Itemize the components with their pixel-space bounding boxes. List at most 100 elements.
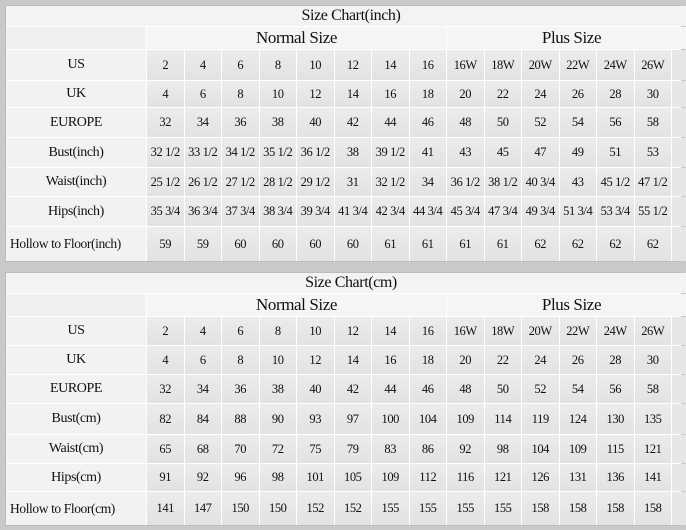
size-cell: 147 — [184, 492, 221, 525]
size-cell: 115 — [597, 435, 634, 463]
size-cell: 26 1/2 — [184, 168, 221, 196]
size-cell: 12 — [297, 81, 334, 107]
size-cell: 38 3/4 — [259, 197, 296, 226]
size-cell: 48 — [447, 375, 484, 403]
size-cell: 6 — [222, 317, 259, 345]
size-cell: 26W — [634, 50, 671, 80]
row-label: US — [6, 50, 146, 80]
size-cell: 46 — [409, 108, 446, 137]
size-cell: 4 — [184, 50, 221, 80]
size-cell: 35 1/2 — [259, 138, 296, 167]
size-cell: 47 1/2 — [634, 168, 671, 196]
size-cell: 61 — [409, 227, 446, 261]
size-cell: 152 — [334, 492, 371, 525]
size-cell: 104 — [409, 404, 446, 434]
size-cell: 10 — [259, 346, 296, 374]
size-cell: 158 — [559, 492, 596, 525]
size-cell: 59 — [184, 227, 221, 261]
size-cell: 155 — [447, 492, 484, 525]
size-cell: 52 — [522, 375, 559, 403]
size-cell: 18W — [484, 50, 521, 80]
size-cell: 14 — [372, 50, 409, 80]
row-label: EUROPE — [6, 108, 146, 137]
size-cell: 22W — [559, 317, 596, 345]
size-cell: 40 — [297, 375, 334, 403]
empty-cell — [672, 464, 686, 491]
size-cell: 121 — [484, 464, 521, 491]
header-blank-cell — [6, 27, 146, 49]
size-cell: 54 — [559, 375, 596, 403]
size-cell: 46 — [409, 375, 446, 403]
size-cell: 32 — [147, 108, 184, 137]
size-cell: 42 3/4 — [372, 197, 409, 226]
size-cell: 18W — [484, 317, 521, 345]
size-cell: 130 — [597, 404, 634, 434]
size-cell: 28 1/2 — [259, 168, 296, 196]
size-cell: 58 — [634, 108, 671, 137]
size-cell: 39 1/2 — [372, 138, 409, 167]
row-label: UK — [6, 81, 146, 107]
size-cell: 60 — [222, 227, 259, 261]
size-cell: 32 1/2 — [147, 138, 184, 167]
size-cell: 105 — [334, 464, 371, 491]
size-cell: 6 — [184, 346, 221, 374]
empty-cell — [672, 227, 686, 261]
row-label: Hollow to Floor(inch) — [6, 227, 146, 261]
size-cell: 126 — [522, 464, 559, 491]
size-cell: 83 — [372, 435, 409, 463]
size-cell: 31 — [334, 168, 371, 196]
size-cell: 49 3/4 — [522, 197, 559, 226]
size-cell: 92 — [447, 435, 484, 463]
size-cell: 158 — [634, 492, 671, 525]
size-cell: 12 — [297, 346, 334, 374]
size-cell: 16W — [447, 317, 484, 345]
size-chart-cm: Size Chart(cm) Normal Size Plus Size US 2 4 6 8… — [5, 272, 686, 526]
size-cell: 26W — [634, 317, 671, 345]
size-cell: 40 3/4 — [522, 168, 559, 196]
size-cell: 51 3/4 — [559, 197, 596, 226]
size-cell: 16W — [447, 50, 484, 80]
size-cell: 44 3/4 — [409, 197, 446, 226]
row-label: Hollow to Floor(cm) — [6, 492, 146, 525]
size-cell: 20W — [522, 50, 559, 80]
size-cell: 24 — [522, 81, 559, 107]
size-cell: 38 1/2 — [484, 168, 521, 196]
size-cell: 24W — [597, 50, 634, 80]
size-cell: 20 — [447, 346, 484, 374]
size-cell: 116 — [447, 464, 484, 491]
size-cell: 56 — [597, 108, 634, 137]
size-cell: 150 — [259, 492, 296, 525]
size-cell: 109 — [372, 464, 409, 491]
empty-cell — [672, 375, 686, 403]
size-cell: 38 — [334, 138, 371, 167]
size-cell: 36 1/2 — [447, 168, 484, 196]
size-cell: 104 — [522, 435, 559, 463]
size-cell: 18 — [409, 81, 446, 107]
plus-size-header: Plus Size — [447, 27, 686, 49]
size-cell: 38 — [259, 375, 296, 403]
size-cell: 32 — [147, 375, 184, 403]
size-cell: 131 — [559, 464, 596, 491]
size-cell: 155 — [484, 492, 521, 525]
empty-cell — [672, 108, 686, 137]
size-cell: 2 — [147, 317, 184, 345]
size-cell: 16 — [372, 81, 409, 107]
size-cell: 155 — [409, 492, 446, 525]
size-cell: 16 — [409, 50, 446, 80]
size-cell: 100 — [372, 404, 409, 434]
size-cell: 84 — [184, 404, 221, 434]
size-cell: 10 — [297, 50, 334, 80]
size-cell: 96 — [222, 464, 259, 491]
size-cell: 58 — [634, 375, 671, 403]
size-cell: 62 — [634, 227, 671, 261]
size-cell: 90 — [259, 404, 296, 434]
empty-cell — [672, 50, 686, 80]
size-cell: 38 — [259, 108, 296, 137]
row-label: Waist(cm) — [6, 435, 146, 463]
size-cell: 112 — [409, 464, 446, 491]
size-cell: 158 — [522, 492, 559, 525]
size-cell: 37 3/4 — [222, 197, 259, 226]
size-cell: 34 — [409, 168, 446, 196]
size-cell: 136 — [597, 464, 634, 491]
size-cell: 50 — [484, 108, 521, 137]
